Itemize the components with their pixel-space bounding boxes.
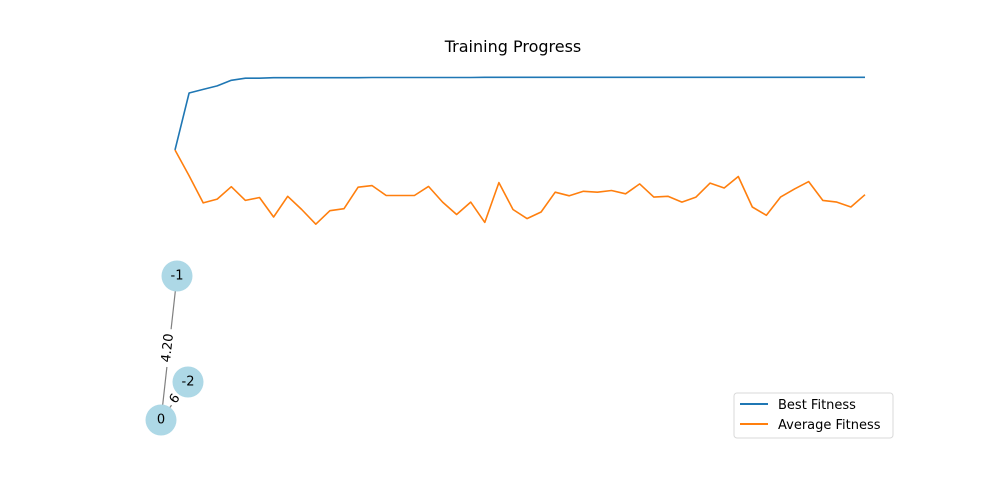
edge-label-background bbox=[164, 388, 186, 410]
network-graph: 4.20 6 -1 -2 0 bbox=[145, 260, 204, 436]
graph-node-label: -1 bbox=[171, 269, 184, 284]
graph-node bbox=[172, 366, 204, 398]
graph-node-label: 0 bbox=[157, 413, 165, 428]
chart-title: Training Progress bbox=[444, 37, 582, 56]
graph-node-label: -2 bbox=[182, 375, 195, 390]
graph-node bbox=[161, 260, 193, 292]
edge-label-background bbox=[157, 328, 179, 368]
series-line-average-fitness bbox=[174, 149, 866, 225]
legend-label-best: Best Fitness bbox=[778, 398, 856, 413]
edge-label: 4.20 bbox=[159, 333, 177, 363]
legend: Best Fitness Average Fitness bbox=[733, 392, 894, 439]
plot-area bbox=[174, 76, 866, 225]
series-line-best-fitness bbox=[174, 76, 865, 151]
graph-node bbox=[145, 404, 177, 436]
edge-label-group: 4.20 bbox=[157, 328, 179, 368]
edge-label-group: 6 bbox=[164, 388, 186, 410]
legend-label-average: Average Fitness bbox=[778, 418, 881, 433]
legend-box bbox=[733, 392, 894, 439]
